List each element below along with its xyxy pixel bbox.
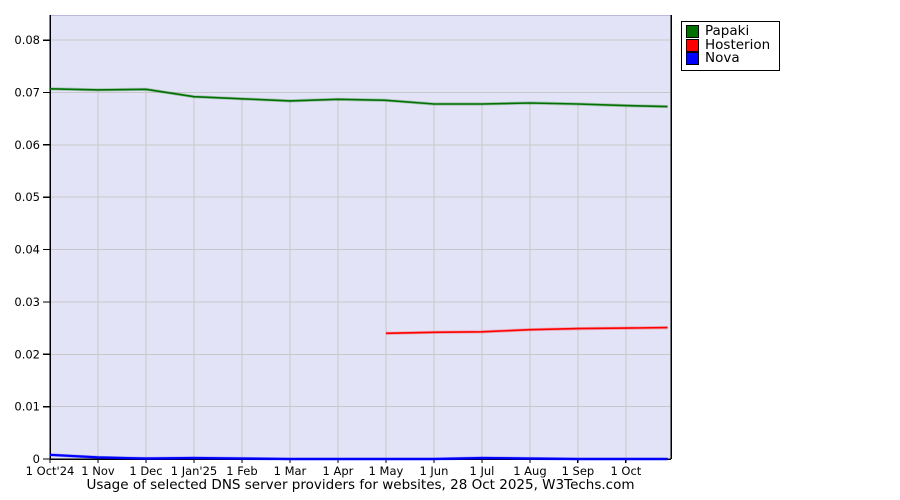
nova-swatch-icon: [686, 52, 699, 66]
hosterion-swatch-icon: [686, 38, 699, 52]
svg-text:1 Oct'24: 1 Oct'24: [26, 464, 75, 478]
svg-text:0: 0: [33, 452, 40, 466]
legend-item-nova: Nova: [686, 50, 770, 66]
svg-text:1 Jan'25: 1 Jan'25: [171, 464, 218, 478]
svg-text:1 Feb: 1 Feb: [226, 464, 257, 478]
svg-text:1 Dec: 1 Dec: [129, 464, 162, 478]
svg-text:0.06: 0.06: [14, 138, 40, 152]
svg-text:1 Sep: 1 Sep: [562, 464, 595, 478]
svg-text:1 May: 1 May: [369, 464, 404, 478]
svg-text:0.05: 0.05: [14, 190, 40, 204]
legend-label-nova: Nova: [705, 50, 740, 66]
svg-text:0.03: 0.03: [14, 295, 40, 309]
legend: Papaki Hosterion Nova: [681, 21, 781, 71]
svg-text:1 Nov: 1 Nov: [81, 464, 115, 478]
svg-text:0.02: 0.02: [14, 347, 40, 361]
svg-text:1 Jun: 1 Jun: [419, 464, 448, 478]
svg-text:0.07: 0.07: [14, 85, 40, 99]
legend-label-hosterion: Hosterion: [705, 36, 771, 53]
chart-caption: Usage of selected DNS server providers f…: [86, 477, 635, 493]
svg-text:1 Aug: 1 Aug: [513, 464, 546, 478]
svg-text:0.04: 0.04: [14, 243, 40, 257]
legend-label-papaki: Papaki: [705, 23, 750, 39]
papaki-swatch-icon: [686, 25, 699, 39]
legend-item-papaki: Papaki: [686, 23, 770, 39]
svg-text:1 Mar: 1 Mar: [274, 464, 307, 478]
svg-text:0.01: 0.01: [14, 400, 40, 414]
svg-text:0.08: 0.08: [14, 33, 40, 47]
svg-text:1 Apr: 1 Apr: [323, 464, 354, 478]
legend-item-hosterion: Hosterion: [686, 36, 771, 53]
svg-text:1 Jul: 1 Jul: [469, 464, 494, 478]
svg-text:1 Oct: 1 Oct: [610, 464, 641, 478]
